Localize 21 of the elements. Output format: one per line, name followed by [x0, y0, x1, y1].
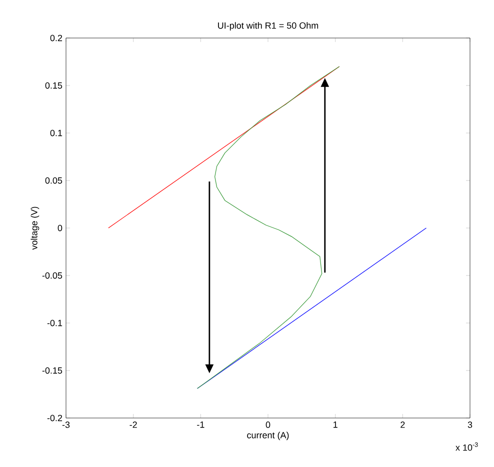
y-tick-label: 0.05: [45, 177, 62, 184]
y-tick-label: -0.2: [47, 414, 62, 422]
x-tick-label: 1: [334, 422, 338, 428]
line-series: [197, 66, 340, 389]
y-tick-label: 0.15: [45, 82, 62, 89]
y-tick-label: 0.2: [50, 34, 62, 42]
y-axis-title: voltage (V): [30, 206, 40, 250]
x-tick-label: 0: [266, 422, 270, 428]
y-tick-label: -0.1: [47, 320, 62, 326]
x-tick-label: -1: [197, 422, 204, 428]
x-tick-label: 3: [468, 422, 472, 428]
x-tick-label: -2: [130, 422, 137, 428]
x-tick-label: 2: [400, 422, 405, 428]
x-tick-label: -3: [62, 422, 70, 428]
y-tick-label: 0: [58, 224, 62, 232]
chart-title: UI-plot with R1 = 50 Ohm: [218, 22, 318, 31]
y-tick-label: -0.15: [42, 367, 62, 374]
y-tick-label: 0.1: [50, 130, 62, 136]
text: x 10$^{-3}$: [456, 442, 478, 451]
y-tick-label: -0.05: [42, 272, 62, 279]
x-axis-title: current (A): [247, 432, 289, 440]
